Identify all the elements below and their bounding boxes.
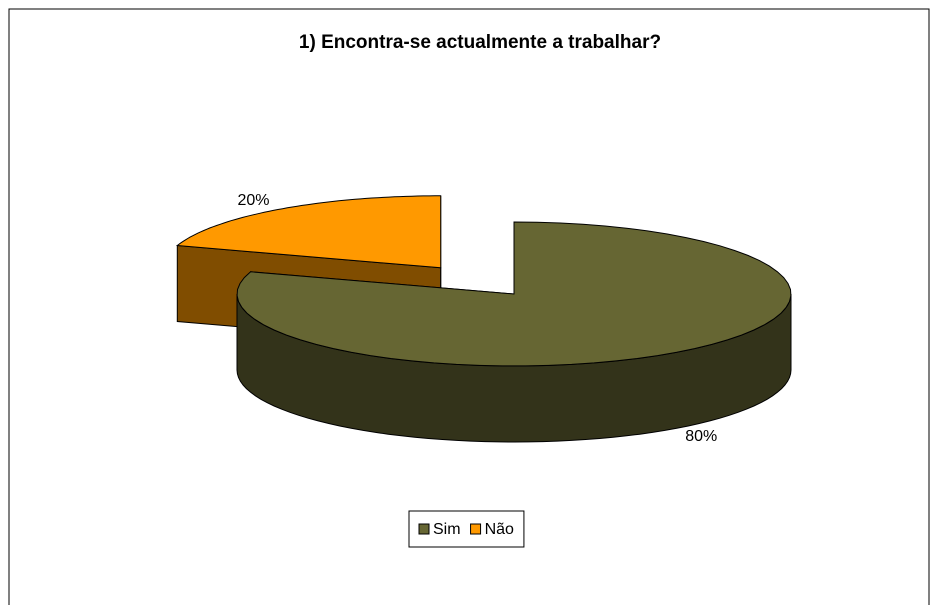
legend: Sim Não — [408, 510, 525, 548]
slice-top — [236, 221, 792, 367]
data-label: 80% — [685, 428, 717, 445]
legend-swatch — [418, 523, 430, 535]
slice-top — [175, 195, 442, 269]
data-label: 20% — [237, 192, 269, 209]
legend-box — [408, 510, 525, 548]
legend-label: Não — [485, 521, 514, 538]
pie-slice — [236, 221, 792, 443]
chart-title: 1) Encontra-se actualmente a trabalhar? — [299, 32, 661, 53]
legend-label: Sim — [433, 521, 461, 538]
legend-swatch — [470, 523, 482, 535]
